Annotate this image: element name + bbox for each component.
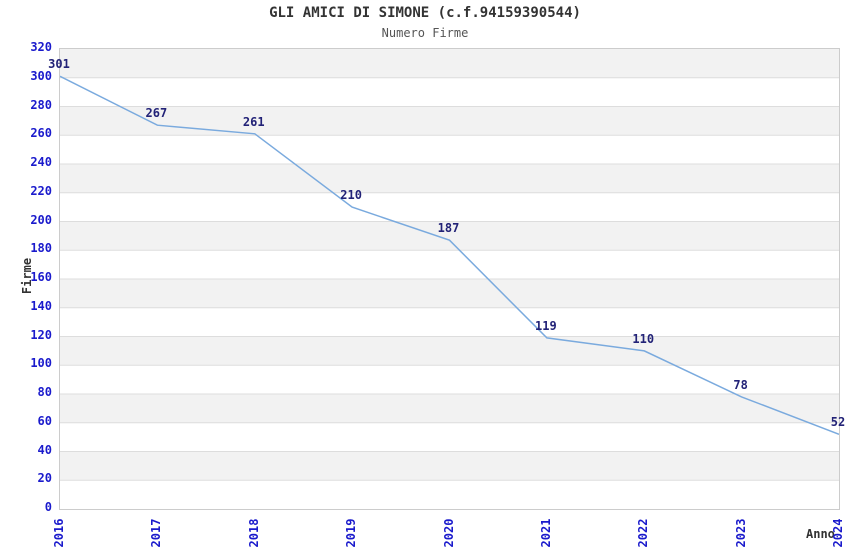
data-point-label: 110 [632, 331, 655, 346]
y-tick-label: 200 [30, 212, 52, 227]
y-tick-label: 100 [30, 356, 52, 371]
plot-band [60, 77, 839, 107]
data-point-label: 267 [145, 106, 168, 121]
x-tick-label: 2016 [52, 518, 66, 548]
data-point-label: 52 [830, 415, 846, 430]
plot-band [60, 164, 839, 193]
y-tick-label: 240 [30, 155, 52, 169]
data-point-label: 210 [340, 188, 362, 203]
plot-band [60, 365, 839, 394]
y-tick-label: 280 [30, 97, 52, 112]
y-tick-label: 20 [37, 471, 52, 486]
plot-band [60, 135, 839, 164]
y-tick-label: 320 [30, 40, 52, 54]
chart-title: GLI AMICI DI SIMONE (c.f.94159390544) [269, 5, 581, 21]
data-point-label: 261 [242, 114, 265, 129]
plot-band [60, 250, 839, 279]
plot-band [60, 394, 839, 423]
y-tick-label: 120 [30, 327, 52, 342]
plot-band [60, 336, 839, 366]
plot-band [60, 451, 839, 481]
series-line [60, 75, 839, 436]
plot-band [60, 279, 839, 308]
y-tick-label: 80 [37, 385, 52, 399]
plot-band [60, 192, 839, 222]
y-tick-label: 140 [30, 298, 52, 313]
data-point-label: 187 [437, 221, 460, 236]
data-point-label: 301 [48, 57, 70, 72]
data-point-label: 78 [733, 377, 748, 392]
plot-band [60, 307, 839, 337]
x-tick-label: 2021 [538, 518, 553, 548]
line-chart-canvas [60, 49, 839, 509]
y-tick-label: 260 [30, 126, 52, 141]
data-point-label: 119 [535, 318, 557, 333]
chart-subtitle: Numero Firme [381, 26, 469, 40]
y-tick-label: 40 [37, 442, 52, 457]
plot-band [60, 221, 839, 251]
x-tick-label: 2017 [149, 518, 164, 548]
y-tick-label: 160 [30, 270, 52, 284]
x-tick-label: 2022 [636, 518, 651, 548]
plot-band [60, 49, 839, 78]
x-axis-title: Anno [806, 527, 835, 541]
x-tick-label: 2019 [344, 518, 359, 548]
x-tick-label: 2023 [733, 518, 748, 548]
plot-band [60, 422, 839, 452]
x-tick-label: 2018 [246, 518, 261, 548]
y-tick-label: 0 [44, 500, 52, 514]
y-tick-label: 300 [30, 68, 52, 83]
x-tick-label: 2020 [441, 518, 456, 548]
plot-area [59, 48, 840, 510]
plot-band [60, 106, 839, 136]
x-tick-label: 2024 [831, 518, 845, 548]
y-tick-label: 220 [30, 183, 52, 198]
y-tick-label: 60 [37, 413, 52, 428]
plot-band [60, 480, 839, 509]
y-tick-label: 180 [30, 241, 52, 256]
